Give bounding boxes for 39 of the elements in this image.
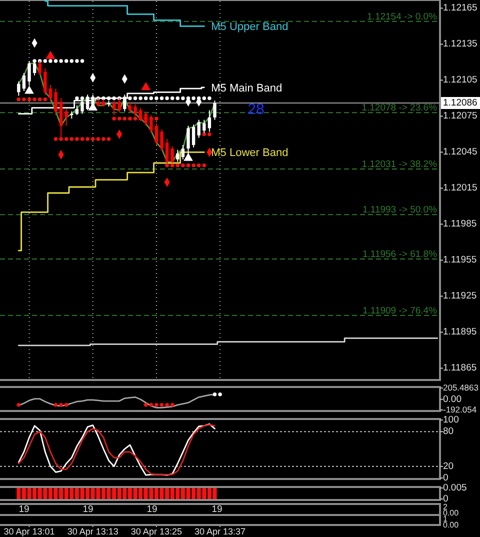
ref-line-label: 1.11993 -> 50.0% xyxy=(362,204,438,216)
x-tick-label: 30 Apr 13:25 xyxy=(130,526,182,536)
y-tick-label: 1.11925 xyxy=(443,290,477,302)
y-tick-label: 0 xyxy=(443,472,448,484)
y-tick-label: 20 xyxy=(443,460,454,472)
y-tick-label: 80 xyxy=(443,426,454,438)
ref-line-label: 1.12154 -> 0.0% xyxy=(367,11,438,22)
ref-line-label: 1.12086 xyxy=(443,98,478,109)
series-label: M5 Lower Band xyxy=(211,147,288,160)
series-label: M5 Main Band xyxy=(211,82,282,94)
y-tick-label: 1.11955 xyxy=(443,254,477,266)
y-tick-label: 1.11985 xyxy=(443,218,477,230)
text: 19 xyxy=(146,504,158,516)
text: 19 xyxy=(212,504,222,516)
y-tick-label: 0 xyxy=(443,494,448,505)
x-tick-label: 30 Apr 13:01 xyxy=(4,526,55,536)
y-tick-label: 1.12135 xyxy=(443,38,478,50)
y-tick-label: 1.12045 xyxy=(443,146,478,158)
ref-line-label: 1.12031 -> 38.2% xyxy=(362,159,438,170)
y-tick-label: 1.12075 xyxy=(443,110,478,122)
x-tick-label: 30 Apr 13:13 xyxy=(67,526,118,536)
ref-line-label: 1.11956 -> 61.8% xyxy=(362,249,438,260)
series-label: M5 Upper Band xyxy=(211,21,288,34)
x-tick-label: 30 Apr 13:37 xyxy=(194,526,246,536)
y-tick-label: -192.054 xyxy=(443,404,477,414)
y-tick-label: 1.12105 xyxy=(443,74,478,86)
y-tick-label: 205.4863 xyxy=(443,382,479,392)
annotation: 28 xyxy=(248,101,264,118)
ref-line-label: 1.12078 -> 23.6% xyxy=(362,102,438,114)
y-tick-label: 1.12015 xyxy=(443,182,478,194)
ref-line-label: 1.11909 -> 76.4% xyxy=(362,305,438,316)
y-tick-label: 1.11865 xyxy=(443,362,477,374)
text: 19 xyxy=(82,504,94,516)
y-tick-label: 0.005 xyxy=(443,482,467,494)
y-tick-label: 100 xyxy=(443,414,459,426)
text: 19 xyxy=(18,504,30,516)
y-tick-label: 1.11895 xyxy=(443,326,477,338)
y-tick-label: 0.00 xyxy=(443,394,462,405)
y-tick-label: 1.12165 xyxy=(443,2,478,14)
